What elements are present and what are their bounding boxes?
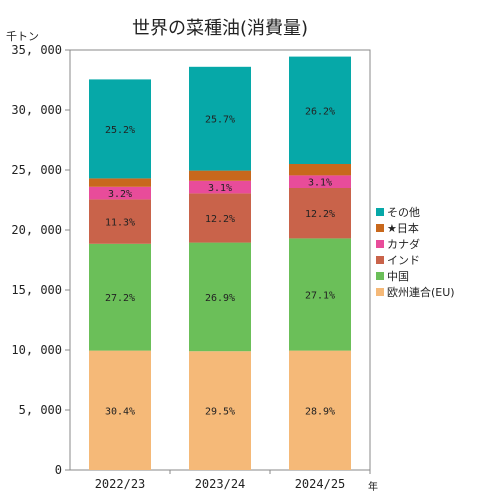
bar-segment (89, 186, 151, 200)
x-axis-unit-label: 年 (368, 482, 378, 493)
legend-label: その他 (387, 206, 420, 219)
legend-label: カナダ (387, 238, 420, 251)
bar-data-label: 27.1% (305, 291, 335, 302)
bar-data-label: 12.2% (305, 209, 335, 220)
bar-data-label: 11.3% (105, 218, 135, 229)
bar-segment (89, 243, 151, 351)
chart-title: 世界の菜種油(消費量) (131, 18, 309, 39)
y-tick-label: 20, 000 (11, 223, 62, 237)
y-tick-label: 25, 000 (11, 163, 62, 177)
legend-swatch (376, 288, 384, 296)
legend-swatch (376, 224, 384, 232)
bar-segment (289, 188, 351, 239)
bar-segment (189, 180, 251, 194)
legend-item: その他 (376, 204, 455, 220)
bar-data-label: 12.2% (205, 214, 235, 225)
bar-data-label: 3.1% (208, 183, 232, 194)
bar-segment (189, 170, 251, 181)
bar-segment (189, 66, 251, 171)
bar-segment (189, 351, 251, 470)
bar-data-label: 29.5% (205, 407, 235, 418)
x-tick-label: 2024/25 (295, 477, 346, 491)
bar-segment (89, 178, 151, 187)
bar-data-label: 26.2% (305, 106, 335, 117)
legend-label: 欧州連合(EU) (387, 286, 455, 299)
bar-segment (189, 242, 251, 352)
legend-label: 中国 (387, 270, 409, 283)
legend-swatch (376, 272, 384, 280)
bar-segment (289, 350, 351, 470)
bar-segment (289, 56, 351, 164)
y-tick-label: 5, 000 (19, 403, 62, 417)
legend-swatch (376, 240, 384, 248)
bar-segment (89, 79, 151, 179)
bar-data-label: 3.1% (308, 178, 332, 189)
y-axis-unit-label: 千トン (6, 30, 39, 43)
legend-swatch (376, 208, 384, 216)
bar-data-label: 30.4% (105, 406, 135, 417)
bar-segment (189, 193, 251, 243)
bar-segment (289, 164, 351, 176)
y-tick-label: 15, 000 (11, 283, 62, 297)
bar-data-label: 25.7% (205, 115, 235, 126)
y-tick-label: 35, 000 (11, 43, 62, 57)
bar-segment (289, 238, 351, 351)
legend: その他 ★日本カナダインド中国欧州連合(EU) (376, 204, 455, 300)
y-tick-label: 30, 000 (11, 103, 62, 117)
legend-item: インド (376, 252, 455, 268)
bar-data-label: 26.9% (205, 293, 235, 304)
bar-data-label: 3.2% (108, 189, 132, 200)
y-tick-label: 0 (55, 463, 62, 477)
legend-swatch (376, 256, 384, 264)
legend-label: インド (387, 254, 420, 267)
y-tick-label: 10, 000 (11, 343, 62, 357)
legend-item: ★日本 (376, 220, 455, 236)
x-tick-label: 2022/23 (95, 477, 146, 491)
bar-data-label: 28.9% (305, 406, 335, 417)
legend-item: 欧州連合(EU) (376, 284, 455, 300)
bar-segment (289, 175, 351, 188)
legend-item: カナダ (376, 236, 455, 252)
bar-segment (89, 199, 151, 244)
legend-label: ★日本 (387, 222, 419, 235)
legend-item: 中国 (376, 268, 455, 284)
bar-data-label: 27.2% (105, 293, 135, 304)
bar-data-label: 25.2% (105, 125, 135, 136)
x-tick-label: 2023/24 (195, 477, 246, 491)
bar-segment (89, 350, 151, 470)
